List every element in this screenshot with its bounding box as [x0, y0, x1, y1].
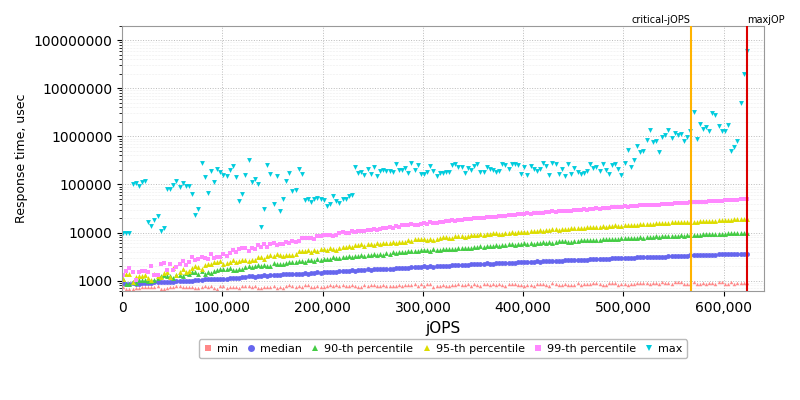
Text: maxjOP: maxjOP — [746, 15, 785, 25]
Y-axis label: Response time, usec: Response time, usec — [15, 94, 28, 223]
median — [692, 253, 702, 258]
99-th percentile — [287, 238, 297, 243]
Text: critical-jOPS: critical-jOPS — [632, 15, 690, 25]
median — [714, 252, 723, 257]
Line: 90-th percentile: 90-th percentile — [121, 230, 750, 287]
95-th percentile — [287, 252, 297, 257]
min — [118, 284, 128, 289]
max — [118, 230, 128, 235]
max — [285, 171, 294, 176]
min — [717, 280, 726, 285]
90-th percentile — [122, 282, 131, 287]
min — [238, 284, 247, 288]
90-th percentile — [146, 278, 156, 283]
median — [159, 280, 169, 284]
99-th percentile — [238, 245, 247, 250]
90-th percentile — [692, 232, 702, 237]
min — [689, 280, 698, 284]
min — [742, 280, 751, 285]
95-th percentile — [714, 218, 723, 222]
median — [118, 281, 128, 286]
median — [146, 280, 156, 285]
Line: 95-th percentile: 95-th percentile — [121, 216, 750, 285]
95-th percentile — [146, 277, 156, 282]
X-axis label: jOPS: jOPS — [426, 320, 461, 336]
max — [742, 48, 751, 53]
95-th percentile — [739, 217, 749, 222]
90-th percentile — [714, 232, 723, 236]
90-th percentile — [739, 230, 749, 235]
95-th percentile — [692, 219, 702, 224]
95-th percentile — [159, 270, 169, 275]
min — [156, 287, 166, 292]
Legend: min, median, 90-th percentile, 95-th percentile, 99-th percentile, max: min, median, 90-th percentile, 95-th per… — [199, 339, 687, 358]
Line: 99-th percentile: 99-th percentile — [122, 198, 749, 282]
min — [159, 286, 169, 291]
95-th percentile — [742, 217, 751, 222]
95-th percentile — [118, 276, 128, 281]
max — [143, 220, 153, 224]
99-th percentile — [131, 278, 141, 282]
99-th percentile — [146, 264, 156, 268]
99-th percentile — [692, 200, 702, 204]
Line: max: max — [121, 48, 750, 235]
99-th percentile — [159, 261, 169, 266]
90-th percentile — [238, 267, 247, 272]
min — [143, 285, 153, 290]
99-th percentile — [714, 198, 723, 203]
95-th percentile — [128, 280, 138, 285]
90-th percentile — [742, 230, 751, 235]
median — [287, 272, 297, 277]
median — [742, 251, 751, 256]
max — [156, 228, 166, 233]
min — [695, 282, 705, 286]
99-th percentile — [118, 273, 128, 278]
90-th percentile — [159, 273, 169, 278]
95-th percentile — [238, 258, 247, 262]
median — [238, 275, 247, 280]
90-th percentile — [287, 260, 297, 265]
99-th percentile — [742, 197, 751, 202]
max — [234, 198, 244, 203]
median — [122, 282, 131, 286]
max — [710, 113, 720, 118]
Line: median: median — [121, 251, 750, 286]
min — [287, 284, 297, 288]
Line: min: min — [122, 280, 749, 291]
max — [689, 110, 698, 114]
90-th percentile — [118, 277, 128, 282]
